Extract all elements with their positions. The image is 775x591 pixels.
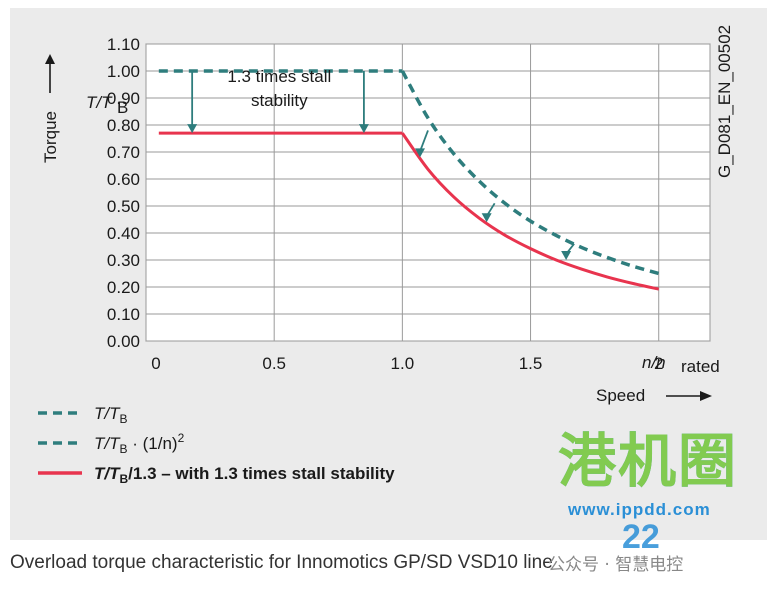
x-tick-label: 0 bbox=[151, 354, 160, 373]
legend-label: T/TB · (1/n)2 bbox=[94, 431, 185, 456]
figure-id: G_D081_EN_00502 bbox=[715, 25, 734, 178]
y-tick-label: 0.20 bbox=[107, 278, 140, 297]
legend-label: T/TB/1.3 – with 1.3 times stall stabilit… bbox=[94, 464, 395, 486]
chart-panel: 0.00 0.10 0.20 0.30 0.40 0.50 0.60 0.70 0.80 0.90… bbox=[10, 8, 767, 540]
arrow-head bbox=[358, 124, 369, 134]
y-tick-label: 1.00 bbox=[107, 62, 140, 81]
y-tick-label: 0.30 bbox=[107, 251, 140, 270]
watermark-wechat: 公众号 · 智慧电控 bbox=[548, 555, 684, 575]
annotation-text: 1.3 times stall bbox=[227, 67, 331, 86]
y-tick-label: 0.80 bbox=[107, 116, 140, 135]
y-tick-label: 0.40 bbox=[107, 224, 140, 243]
x-tick-label: 1.5 bbox=[519, 354, 543, 373]
figure-caption: Overload torque characteristic for Innom… bbox=[10, 552, 553, 573]
y-tick-label: 0.50 bbox=[107, 197, 140, 216]
arrow-head bbox=[561, 251, 572, 260]
watermark-brand: 港机圈 bbox=[558, 427, 739, 495]
x-tick-label: 0.5 bbox=[262, 354, 286, 373]
torque-chart: 0.000.100.200.300.400.500.600.700.800.90… bbox=[38, 25, 734, 486]
y-tick-label: 0.00 bbox=[107, 332, 140, 351]
x-axis-arrowhead bbox=[700, 391, 712, 401]
x-axis-title: Speed bbox=[596, 386, 645, 405]
arrow-head bbox=[415, 148, 425, 158]
legend-label: T/TB bbox=[94, 404, 128, 426]
annotation-text: stability bbox=[251, 91, 308, 110]
y-axis-sub-index: B bbox=[117, 98, 128, 117]
x-tick-label: 2 bbox=[654, 354, 663, 373]
y-tick-label: 0.10 bbox=[107, 305, 140, 324]
y-tick-label: 1.10 bbox=[107, 35, 140, 54]
x-axis-ratio-index: rated bbox=[681, 357, 720, 376]
y-axis-title: Torque bbox=[41, 111, 60, 163]
x-axis-ratio-label: n/n bbox=[642, 353, 666, 372]
watermark-number: 22 bbox=[622, 518, 660, 556]
watermark-url: www.ippdd.com bbox=[568, 500, 711, 519]
y-tick-label: 0.90 bbox=[107, 89, 140, 108]
arrow-head bbox=[481, 213, 492, 223]
y-axis-sub-label: T/T bbox=[86, 93, 113, 112]
y-axis-arrowhead bbox=[45, 54, 55, 64]
y-tick-label: 0.70 bbox=[107, 143, 140, 162]
x-tick-label: 1.0 bbox=[391, 354, 415, 373]
series-line-stall-curve bbox=[401, 132, 660, 291]
plot-area bbox=[145, 43, 711, 342]
series-line-t-tb-inverse-square bbox=[400, 70, 660, 276]
arrow-shaft bbox=[419, 130, 429, 152]
watermark: 港机圈 www.ippdd.com 22 公众号 · 智慧电控 bbox=[548, 414, 758, 584]
y-tick-label: 0.60 bbox=[107, 170, 140, 189]
arrow-head bbox=[187, 124, 198, 134]
